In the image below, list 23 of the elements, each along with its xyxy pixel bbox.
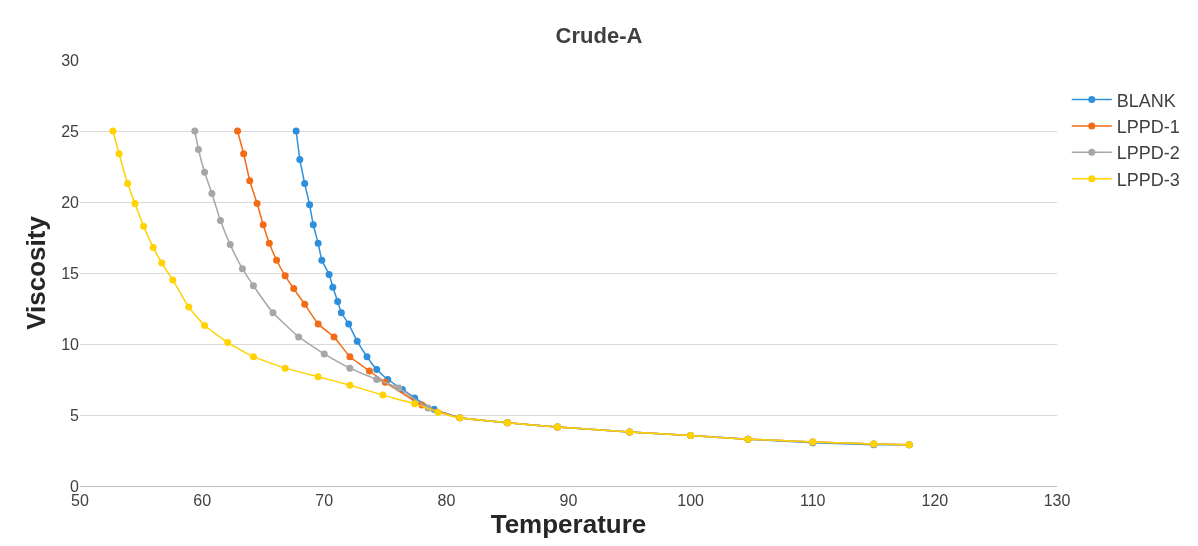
chart-title: Crude-A	[555, 22, 643, 48]
x-tick-label: 90	[559, 492, 578, 510]
y-tick-label: 20	[61, 193, 80, 211]
x-tick-label: 50	[71, 492, 89, 510]
x-tick-label: 100	[677, 492, 705, 510]
y-tick-label: 25	[61, 122, 80, 140]
x-tick-label: 70	[315, 492, 334, 510]
y-tick-label: 30	[61, 51, 80, 69]
legend-label: LPPD-3	[1116, 169, 1180, 190]
y-axis-title: Viscosity	[20, 215, 51, 330]
x-tick-label: 130	[1043, 492, 1071, 510]
legend-label: LPPD-2	[1116, 143, 1180, 164]
x-tick-label: 120	[921, 492, 949, 510]
y-tick-label: 0	[70, 477, 80, 495]
legend-label: BLANK	[1116, 90, 1176, 111]
y-tick-label: 10	[61, 335, 80, 353]
legend-label: LPPD-1	[1116, 116, 1180, 137]
x-tick-label: 60	[193, 492, 212, 510]
y-tick-label: 15	[61, 264, 80, 282]
x-tick-label: 110	[799, 492, 826, 510]
y-tick-label: 5	[70, 406, 80, 424]
x-axis-title: Temperature	[490, 509, 647, 540]
x-tick-label: 80	[437, 492, 456, 510]
